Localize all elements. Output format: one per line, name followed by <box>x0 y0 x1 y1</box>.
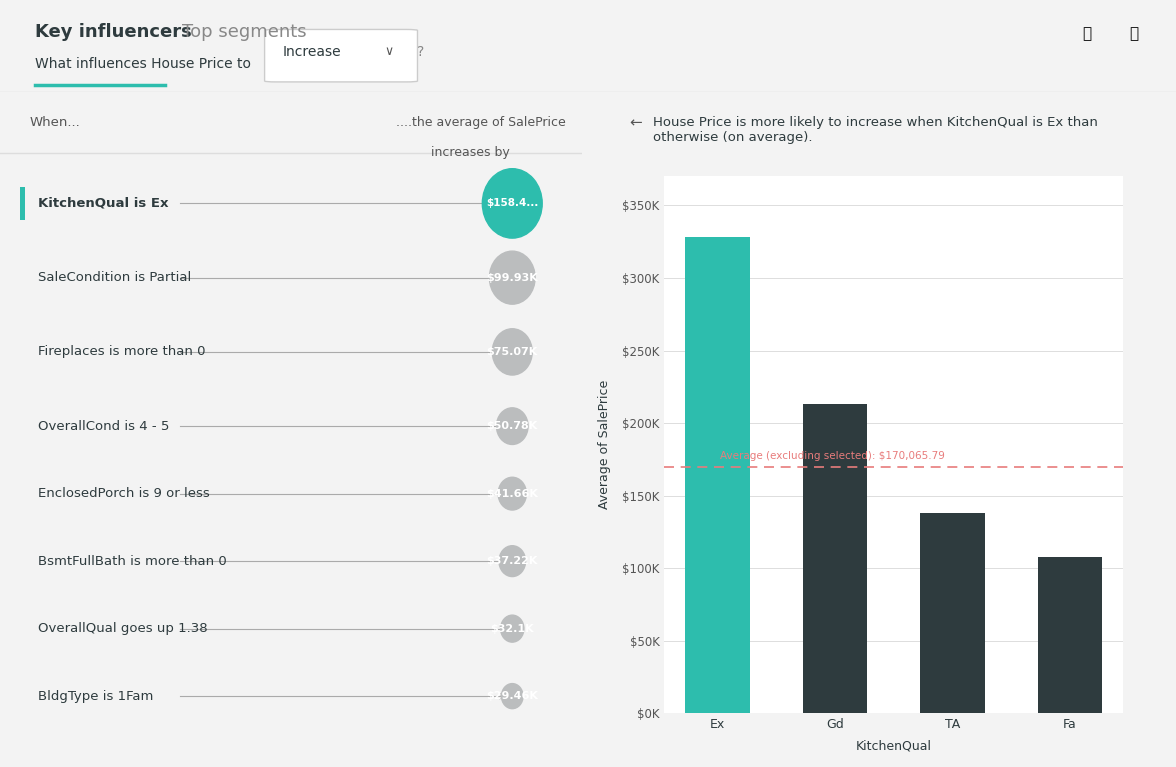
Text: Increase: Increase <box>282 44 341 58</box>
Y-axis label: Average of SalePrice: Average of SalePrice <box>599 380 612 509</box>
Text: $41.66K: $41.66K <box>487 489 539 499</box>
Text: What influences House Price to: What influences House Price to <box>35 58 252 71</box>
Text: KitchenQual is Ex: KitchenQual is Ex <box>38 197 168 210</box>
Text: $32.1K: $32.1K <box>490 624 534 634</box>
Text: increases by: increases by <box>430 146 509 159</box>
Text: $50.78K: $50.78K <box>487 421 537 431</box>
Text: When...: When... <box>29 116 80 129</box>
Circle shape <box>493 329 533 375</box>
Circle shape <box>501 683 523 709</box>
Bar <box>686 237 750 713</box>
Circle shape <box>501 615 524 642</box>
Circle shape <box>496 408 528 444</box>
Text: $158.4...: $158.4... <box>486 199 539 209</box>
Text: Fireplaces is more than 0: Fireplaces is more than 0 <box>38 345 206 358</box>
Text: OverallCond is 4 - 5: OverallCond is 4 - 5 <box>38 420 169 433</box>
Text: BsmtFullBath is more than 0: BsmtFullBath is more than 0 <box>38 555 227 568</box>
Text: Top segments: Top segments <box>182 23 307 41</box>
Text: BldgType is 1Fam: BldgType is 1Fam <box>38 690 153 703</box>
Bar <box>803 404 868 713</box>
Text: 👎: 👎 <box>1129 26 1138 41</box>
Bar <box>920 513 984 713</box>
Circle shape <box>499 477 527 510</box>
Circle shape <box>489 251 535 304</box>
Circle shape <box>482 169 542 238</box>
Text: ←: ← <box>629 116 642 130</box>
Text: $75.07K: $75.07K <box>487 347 537 357</box>
Text: 👍: 👍 <box>1082 26 1091 41</box>
FancyBboxPatch shape <box>265 29 417 82</box>
Text: OverallQual goes up 1.38: OverallQual goes up 1.38 <box>38 622 207 635</box>
Text: House Price is more likely to increase when KitchenQual is Ex than
otherwise (on: House Price is more likely to increase w… <box>654 116 1098 143</box>
Text: Key influencers: Key influencers <box>35 23 192 41</box>
Text: Average (excluding selected): $170,065.79: Average (excluding selected): $170,065.7… <box>720 451 944 461</box>
Text: ∨: ∨ <box>385 45 394 58</box>
Text: ?: ? <box>417 44 425 58</box>
Text: SaleCondition is Partial: SaleCondition is Partial <box>38 272 191 284</box>
FancyBboxPatch shape <box>20 186 25 220</box>
Text: $99.93K: $99.93K <box>487 272 539 283</box>
Bar <box>1037 557 1102 713</box>
Text: ....the average of SalePrice: ....the average of SalePrice <box>396 116 566 129</box>
X-axis label: KitchenQual: KitchenQual <box>856 739 931 752</box>
Circle shape <box>499 545 526 577</box>
Text: EnclosedPorch is 9 or less: EnclosedPorch is 9 or less <box>38 487 209 500</box>
Text: $29.46K: $29.46K <box>487 691 539 701</box>
Text: $37.22K: $37.22K <box>487 556 537 566</box>
